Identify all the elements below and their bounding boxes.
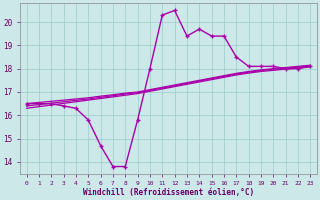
X-axis label: Windchill (Refroidissement éolien,°C): Windchill (Refroidissement éolien,°C) xyxy=(83,188,254,197)
